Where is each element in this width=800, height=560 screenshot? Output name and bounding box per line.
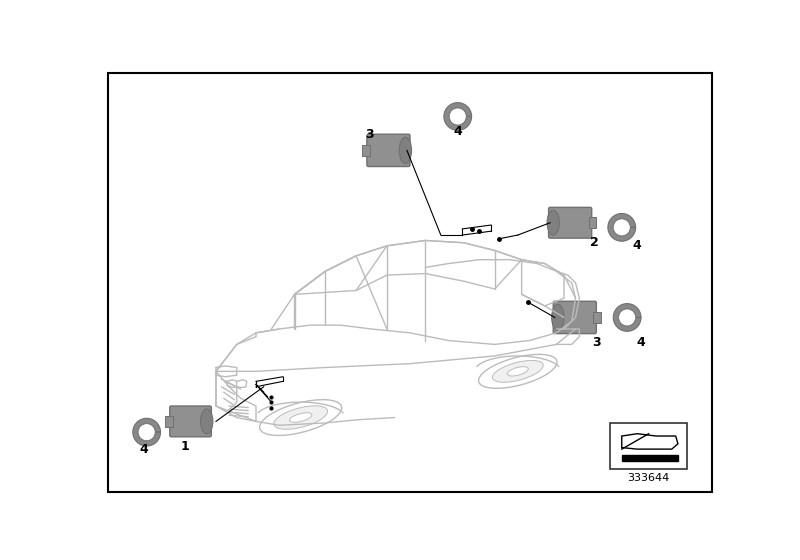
Ellipse shape [552, 304, 564, 330]
Ellipse shape [138, 424, 155, 441]
Text: 4: 4 [637, 337, 646, 349]
Ellipse shape [290, 413, 312, 422]
Text: 3: 3 [592, 337, 601, 349]
Ellipse shape [507, 367, 528, 376]
Polygon shape [608, 213, 636, 241]
Bar [362, 145, 370, 156]
Text: 333644: 333644 [627, 473, 670, 483]
Ellipse shape [201, 409, 213, 433]
Polygon shape [622, 455, 678, 461]
Ellipse shape [493, 361, 543, 382]
Text: 4: 4 [632, 239, 641, 253]
Text: 4: 4 [139, 442, 148, 456]
Polygon shape [133, 418, 161, 446]
Ellipse shape [614, 219, 630, 236]
Ellipse shape [450, 108, 466, 125]
Text: 2: 2 [590, 236, 599, 249]
Ellipse shape [618, 309, 636, 326]
Polygon shape [444, 102, 472, 130]
Bar [589, 217, 596, 228]
FancyBboxPatch shape [549, 207, 592, 238]
Polygon shape [614, 304, 641, 332]
Ellipse shape [274, 406, 327, 430]
Ellipse shape [399, 137, 411, 164]
Text: 4: 4 [454, 125, 462, 138]
Text: 1: 1 [181, 440, 190, 452]
Text: 3: 3 [366, 128, 374, 142]
FancyBboxPatch shape [554, 301, 596, 334]
Bar [165, 416, 173, 427]
Bar [610, 423, 687, 469]
Ellipse shape [547, 211, 559, 235]
Ellipse shape [478, 354, 557, 388]
Ellipse shape [259, 400, 342, 436]
FancyBboxPatch shape [170, 406, 211, 437]
Bar [594, 312, 601, 323]
FancyBboxPatch shape [367, 134, 410, 166]
